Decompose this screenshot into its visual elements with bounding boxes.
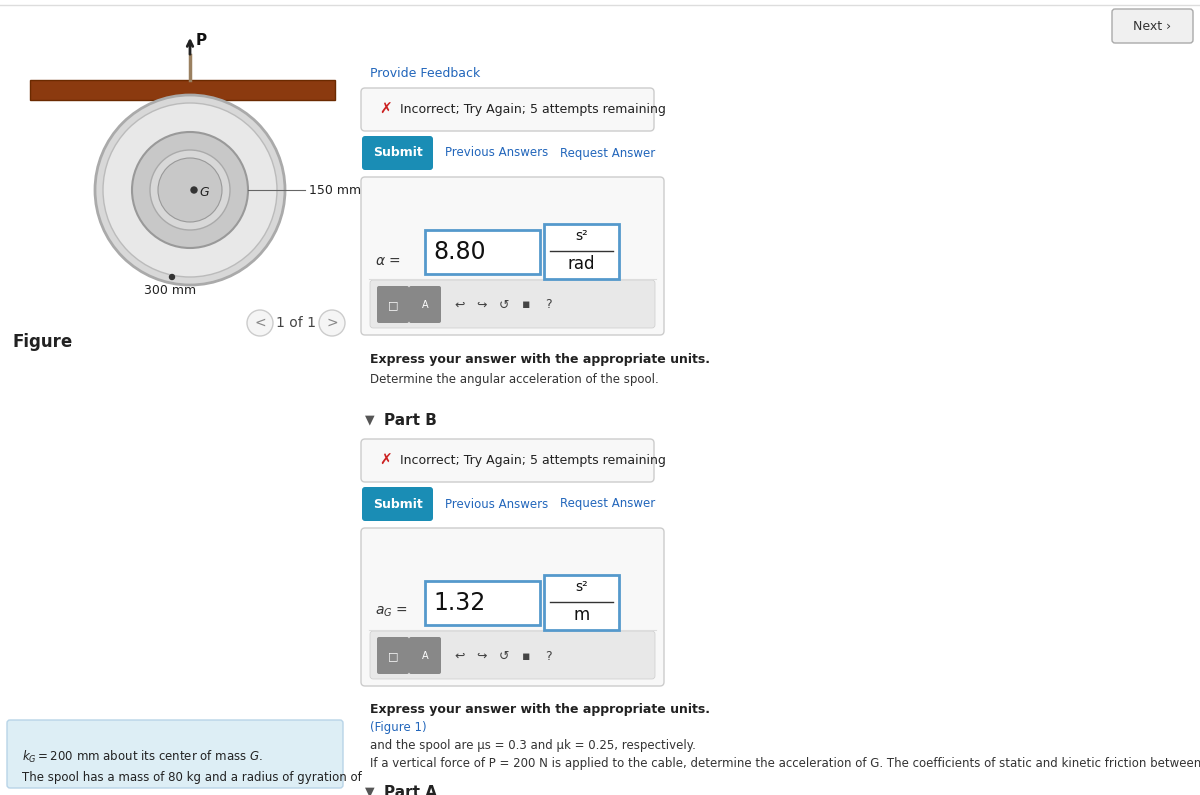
- Text: ▪: ▪: [522, 650, 530, 662]
- Bar: [425, 581, 540, 625]
- Text: The spool has a mass of 80 kg and a radius of gyration of: The spool has a mass of 80 kg and a radi…: [22, 771, 361, 784]
- Text: ?: ?: [545, 298, 551, 312]
- Text: rad: rad: [568, 255, 595, 273]
- Text: G: G: [199, 185, 209, 199]
- Text: ✗: ✗: [379, 453, 391, 468]
- Text: m: m: [574, 606, 589, 624]
- Text: Express your answer with the appropriate units.: Express your answer with the appropriate…: [370, 353, 710, 366]
- Text: (Figure 1): (Figure 1): [370, 721, 427, 734]
- FancyBboxPatch shape: [361, 439, 654, 482]
- Text: Previous Answers: Previous Answers: [445, 146, 548, 160]
- Bar: [355, 0, 1200, 795]
- Text: s²: s²: [575, 580, 588, 594]
- Text: 1.32: 1.32: [433, 591, 485, 615]
- Text: Incorrect; Try Again; 5 attempts remaining: Incorrect; Try Again; 5 attempts remaini…: [400, 454, 666, 467]
- Text: >: >: [326, 316, 338, 330]
- Text: Figure: Figure: [12, 333, 72, 351]
- Text: ↪: ↪: [476, 298, 487, 312]
- Text: ↺: ↺: [499, 650, 509, 662]
- Text: ↩: ↩: [455, 650, 466, 662]
- Text: and the spool are μs = 0.3 and μk = 0.25, respectively.: and the spool are μs = 0.3 and μk = 0.25…: [370, 739, 696, 752]
- Text: Part A: Part A: [384, 785, 437, 795]
- Bar: [425, 230, 540, 274]
- Text: ▼: ▼: [365, 785, 374, 795]
- Circle shape: [158, 158, 222, 222]
- FancyBboxPatch shape: [361, 528, 664, 686]
- Text: P: P: [196, 33, 208, 48]
- FancyBboxPatch shape: [409, 286, 442, 323]
- Text: Determine the angular acceleration of the spool.: Determine the angular acceleration of th…: [370, 373, 659, 386]
- Text: Incorrect; Try Again; 5 attempts remaining: Incorrect; Try Again; 5 attempts remaini…: [400, 103, 666, 116]
- Circle shape: [191, 187, 197, 193]
- Text: Submit: Submit: [373, 498, 422, 510]
- Text: Provide Feedback: Provide Feedback: [370, 67, 480, 80]
- FancyBboxPatch shape: [362, 487, 433, 521]
- Text: $k_G = 200$ mm about its center of mass $G$.: $k_G = 200$ mm about its center of mass …: [22, 749, 263, 765]
- Text: <: <: [254, 316, 266, 330]
- Text: ?: ?: [545, 650, 551, 662]
- Text: If a vertical force of P = 200 N is applied to the cable, determine the accelera: If a vertical force of P = 200 N is appl…: [370, 757, 1200, 770]
- Text: Submit: Submit: [373, 146, 422, 160]
- Text: 300 mm: 300 mm: [144, 284, 196, 297]
- FancyBboxPatch shape: [361, 88, 654, 131]
- Text: Request Answer: Request Answer: [560, 498, 655, 510]
- FancyBboxPatch shape: [409, 637, 442, 674]
- Bar: [0, 0, 355, 795]
- Bar: [30, 80, 335, 100]
- Text: A: A: [421, 300, 428, 310]
- Text: ✗: ✗: [379, 102, 391, 117]
- Text: ↩: ↩: [455, 298, 466, 312]
- Text: Next ›: Next ›: [1134, 20, 1171, 33]
- Text: Express your answer with the appropriate units.: Express your answer with the appropriate…: [370, 703, 710, 716]
- Text: ▼: ▼: [365, 413, 374, 426]
- Text: 150 mm: 150 mm: [310, 184, 361, 196]
- FancyBboxPatch shape: [362, 136, 433, 170]
- Text: $a_G$ =: $a_G$ =: [374, 605, 408, 619]
- Text: s²: s²: [575, 229, 588, 243]
- Circle shape: [169, 274, 174, 280]
- Circle shape: [150, 150, 230, 230]
- Text: 8.80: 8.80: [433, 240, 486, 264]
- FancyBboxPatch shape: [377, 286, 409, 323]
- Bar: [544, 575, 619, 630]
- Text: □: □: [388, 300, 398, 310]
- FancyBboxPatch shape: [361, 177, 664, 335]
- FancyBboxPatch shape: [370, 280, 655, 328]
- Circle shape: [247, 310, 274, 336]
- Text: A: A: [421, 651, 428, 661]
- Text: $\alpha$ =: $\alpha$ =: [374, 254, 401, 268]
- Text: Part B: Part B: [384, 413, 437, 428]
- FancyBboxPatch shape: [370, 631, 655, 679]
- Bar: [544, 224, 619, 279]
- Text: ↪: ↪: [476, 650, 487, 662]
- FancyBboxPatch shape: [377, 637, 409, 674]
- Text: □: □: [388, 651, 398, 661]
- Circle shape: [103, 103, 277, 277]
- FancyBboxPatch shape: [1112, 9, 1193, 43]
- Text: ↺: ↺: [499, 298, 509, 312]
- Circle shape: [319, 310, 346, 336]
- FancyBboxPatch shape: [7, 720, 343, 788]
- Circle shape: [95, 95, 286, 285]
- Circle shape: [132, 132, 248, 248]
- Text: ▪: ▪: [522, 298, 530, 312]
- Text: Previous Answers: Previous Answers: [445, 498, 548, 510]
- Text: 1 of 1: 1 of 1: [276, 316, 316, 330]
- Text: Request Answer: Request Answer: [560, 146, 655, 160]
